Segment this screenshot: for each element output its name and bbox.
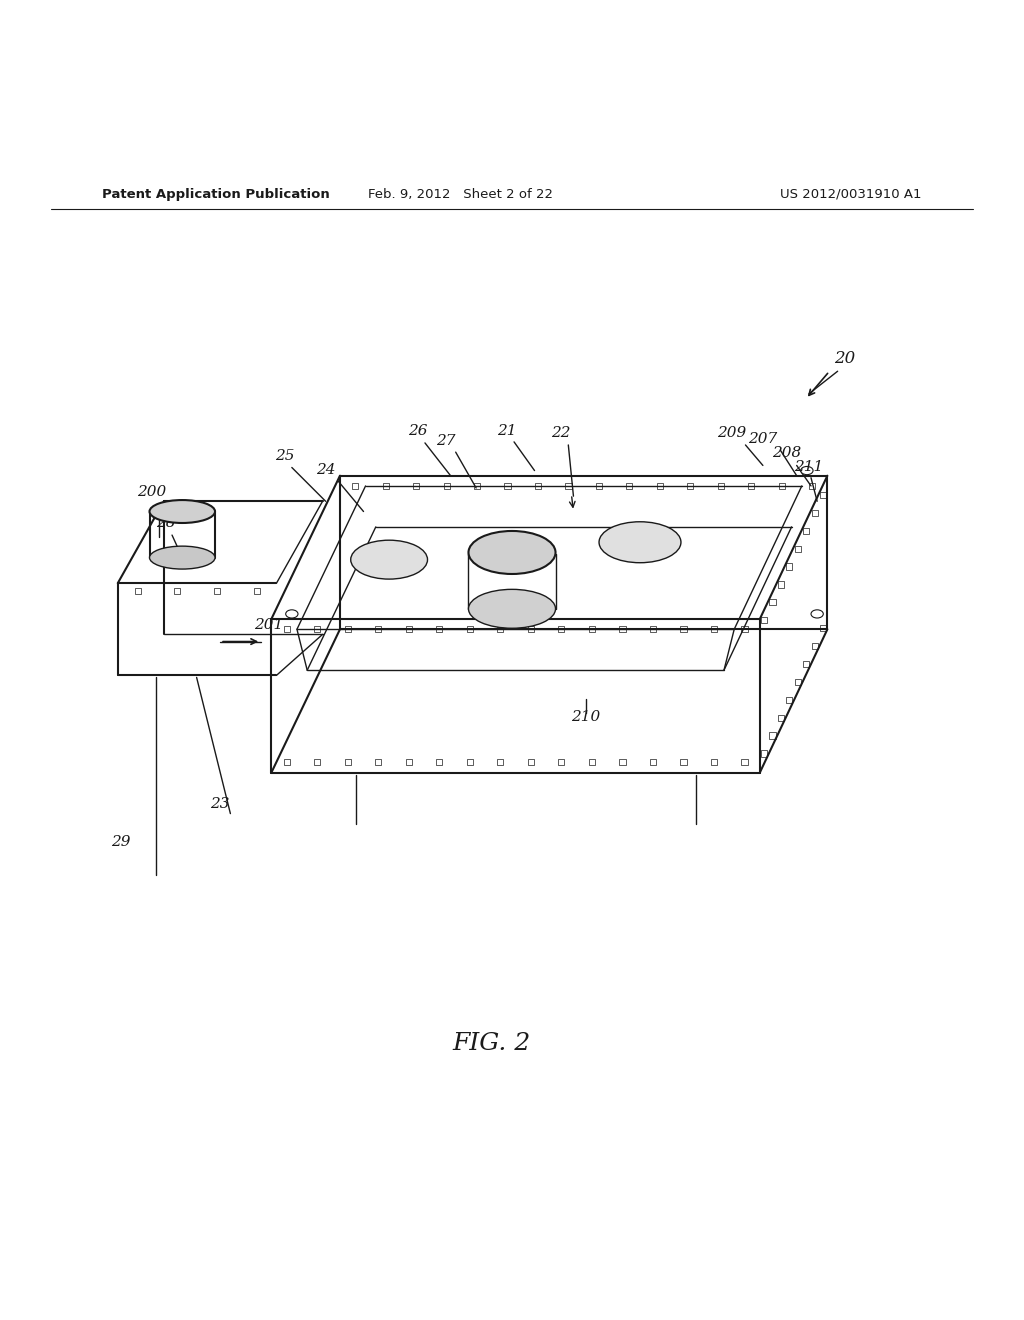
Bar	[795, 545, 801, 552]
Text: 208: 208	[772, 446, 801, 461]
Bar	[711, 626, 717, 632]
Ellipse shape	[801, 466, 813, 475]
Bar	[558, 759, 564, 766]
Bar	[498, 626, 504, 632]
Bar	[284, 759, 290, 766]
Ellipse shape	[286, 610, 298, 618]
Text: 26: 26	[408, 424, 428, 438]
Bar	[375, 626, 381, 632]
Text: 27: 27	[435, 434, 456, 447]
Text: 201: 201	[254, 618, 284, 632]
Text: 211: 211	[795, 459, 823, 474]
Text: Feb. 9, 2012   Sheet 2 of 22: Feb. 9, 2012 Sheet 2 of 22	[369, 187, 553, 201]
Bar	[741, 759, 748, 766]
Ellipse shape	[150, 546, 215, 569]
Bar	[687, 483, 693, 488]
Text: 210: 210	[571, 710, 600, 725]
Bar	[627, 483, 633, 488]
Bar	[786, 564, 793, 570]
Bar	[650, 626, 656, 632]
Bar	[596, 483, 602, 488]
Bar	[467, 626, 473, 632]
Bar	[795, 678, 801, 685]
Bar	[711, 759, 717, 766]
Bar	[375, 759, 381, 766]
Bar	[443, 483, 450, 488]
Ellipse shape	[469, 589, 555, 628]
Bar	[656, 483, 663, 488]
Bar	[809, 483, 815, 488]
Bar	[820, 492, 826, 498]
Bar	[345, 626, 351, 632]
Bar	[345, 759, 351, 766]
Bar	[498, 759, 504, 766]
Text: 23: 23	[210, 797, 230, 812]
Bar	[741, 626, 748, 632]
Ellipse shape	[469, 531, 555, 574]
Bar	[352, 483, 358, 488]
Bar	[535, 483, 541, 488]
Text: 207: 207	[749, 432, 777, 446]
Bar	[527, 759, 534, 766]
Bar	[254, 589, 260, 594]
Text: 24: 24	[315, 462, 336, 477]
Bar	[474, 483, 480, 488]
Text: 200: 200	[137, 486, 166, 499]
Bar	[778, 581, 784, 587]
Text: 25: 25	[274, 449, 295, 463]
Bar	[284, 626, 290, 632]
Bar	[769, 599, 775, 606]
Bar	[527, 626, 534, 632]
Bar	[589, 759, 595, 766]
Bar	[820, 624, 826, 631]
Bar	[778, 483, 784, 488]
Ellipse shape	[150, 500, 215, 523]
Bar	[436, 626, 442, 632]
Bar	[589, 626, 595, 632]
Bar	[314, 759, 321, 766]
Text: 29: 29	[111, 836, 131, 849]
Bar	[680, 759, 686, 766]
Bar	[761, 618, 767, 623]
Bar	[558, 626, 564, 632]
Ellipse shape	[350, 540, 428, 579]
Text: 21: 21	[497, 424, 517, 438]
Bar	[786, 697, 793, 702]
Bar	[778, 714, 784, 721]
Text: 22: 22	[551, 426, 571, 440]
Bar	[650, 759, 656, 766]
Ellipse shape	[599, 521, 681, 562]
Bar	[134, 589, 140, 594]
Text: Patent Application Publication: Patent Application Publication	[102, 187, 330, 201]
Text: FIG. 2: FIG. 2	[453, 1032, 530, 1056]
Bar	[803, 661, 809, 667]
Bar	[812, 643, 818, 649]
Bar	[812, 510, 818, 516]
Bar	[761, 750, 767, 756]
Bar	[406, 759, 412, 766]
Bar	[314, 626, 321, 632]
Bar	[406, 626, 412, 632]
Bar	[383, 483, 389, 488]
Text: US 2012/0031910 A1: US 2012/0031910 A1	[780, 187, 922, 201]
Bar	[214, 589, 220, 594]
Bar	[413, 483, 419, 488]
Bar	[565, 483, 571, 488]
Text: 20: 20	[835, 350, 856, 367]
Bar	[467, 759, 473, 766]
Ellipse shape	[811, 610, 823, 618]
Bar	[505, 483, 511, 488]
Bar	[803, 528, 809, 533]
Bar	[436, 759, 442, 766]
Bar	[749, 483, 755, 488]
Bar	[620, 626, 626, 632]
Bar	[718, 483, 724, 488]
Bar	[680, 626, 686, 632]
Text: 28: 28	[156, 516, 176, 529]
Text: 209: 209	[718, 426, 746, 440]
Bar	[769, 733, 775, 739]
Bar	[174, 589, 180, 594]
Bar	[620, 759, 626, 766]
